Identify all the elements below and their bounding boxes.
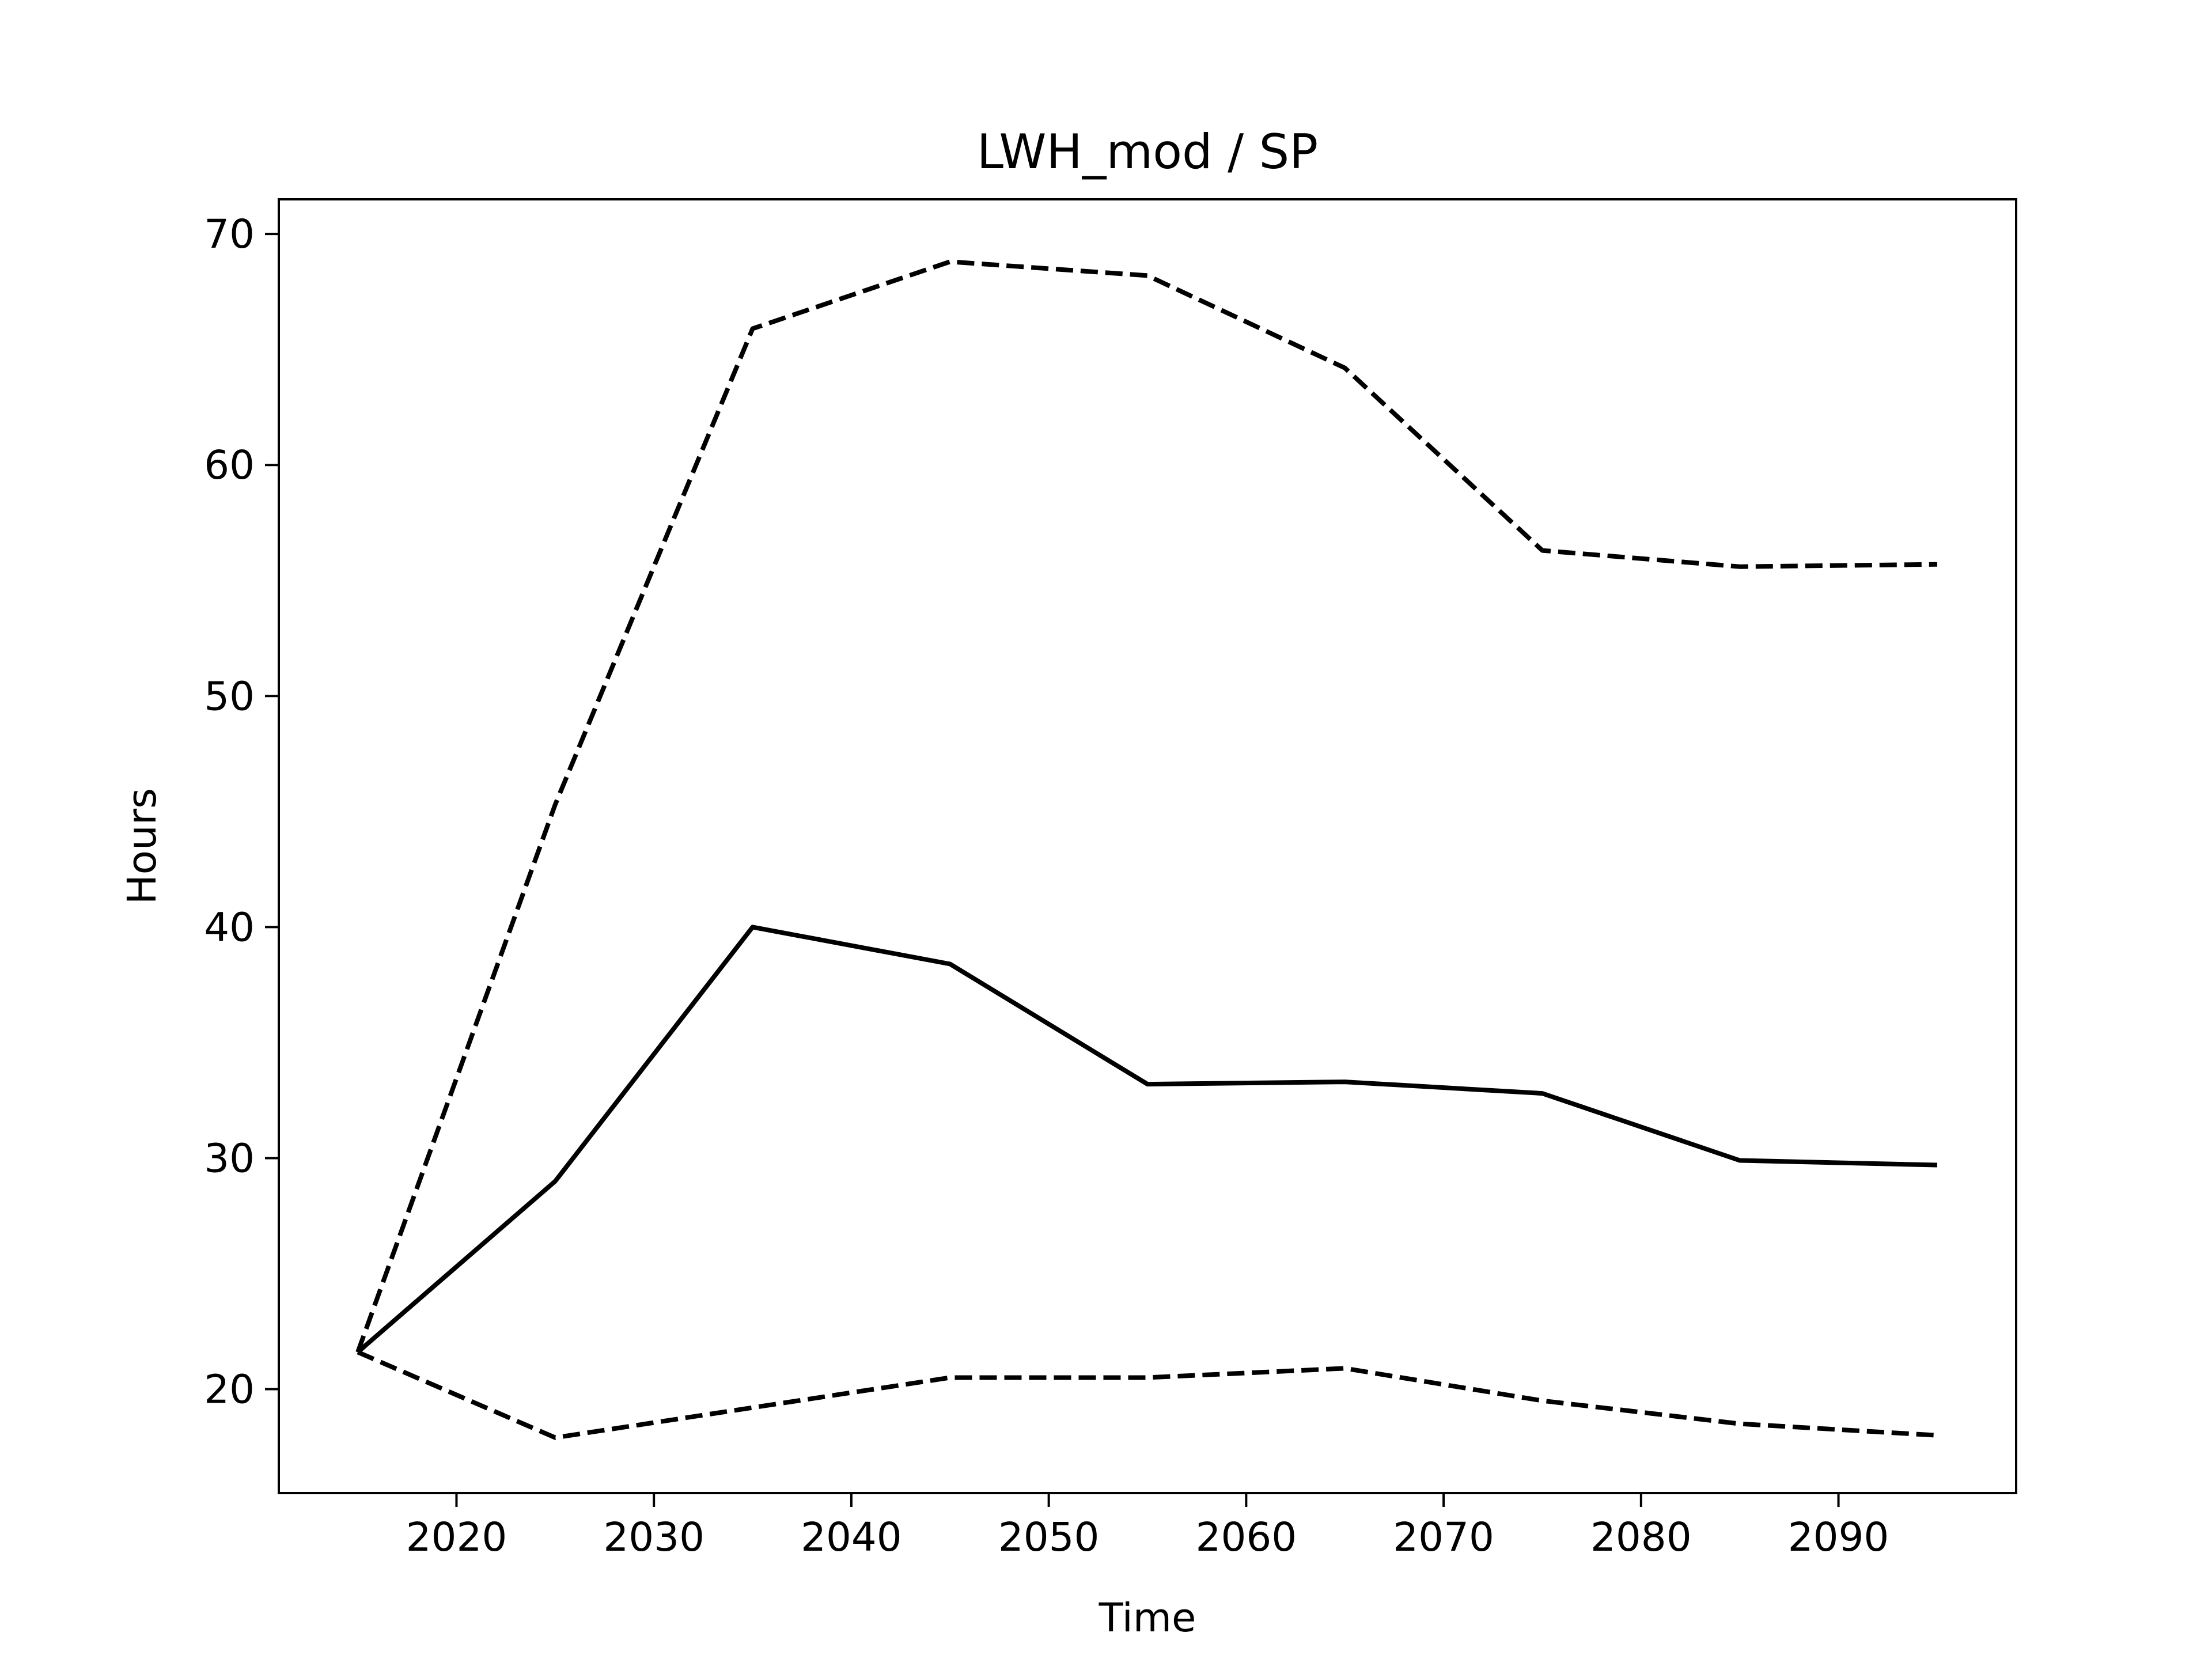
plot-frame (278, 198, 2017, 1494)
x-tick-label: 2020 (406, 1514, 507, 1560)
series-line-2 (355, 259, 1937, 1353)
y-tick-label: 70 (204, 211, 255, 257)
y-axis-label: Hours (119, 788, 165, 904)
series-line-3 (357, 1350, 1938, 1440)
x-tick-label: 2070 (1393, 1514, 1494, 1560)
series-line-1 (356, 925, 1937, 1354)
x-axis-label: Time (1099, 1595, 1196, 1641)
y-tick-label: 30 (204, 1135, 255, 1181)
x-tick-label: 2090 (1788, 1514, 1889, 1560)
y-tick-label: 50 (204, 673, 255, 719)
x-axis: 2020 2030 2040 2050 2060 2070 2080 2090 (406, 1493, 1889, 1560)
y-tick-label: 60 (204, 442, 255, 488)
x-tick-label: 2080 (1590, 1514, 1692, 1560)
x-tick-label: 2060 (1196, 1514, 1297, 1560)
x-tick-label: 2030 (603, 1514, 704, 1560)
y-tick-label: 40 (204, 904, 255, 950)
x-tick-label: 2050 (998, 1514, 1100, 1560)
x-tick-label: 2040 (801, 1514, 902, 1560)
y-tick-label: 20 (204, 1367, 255, 1413)
plot-area (355, 259, 1938, 1440)
chart-title: LWH_mod / SP (977, 124, 1318, 180)
y-axis: 20 30 40 50 60 70 (204, 211, 279, 1413)
